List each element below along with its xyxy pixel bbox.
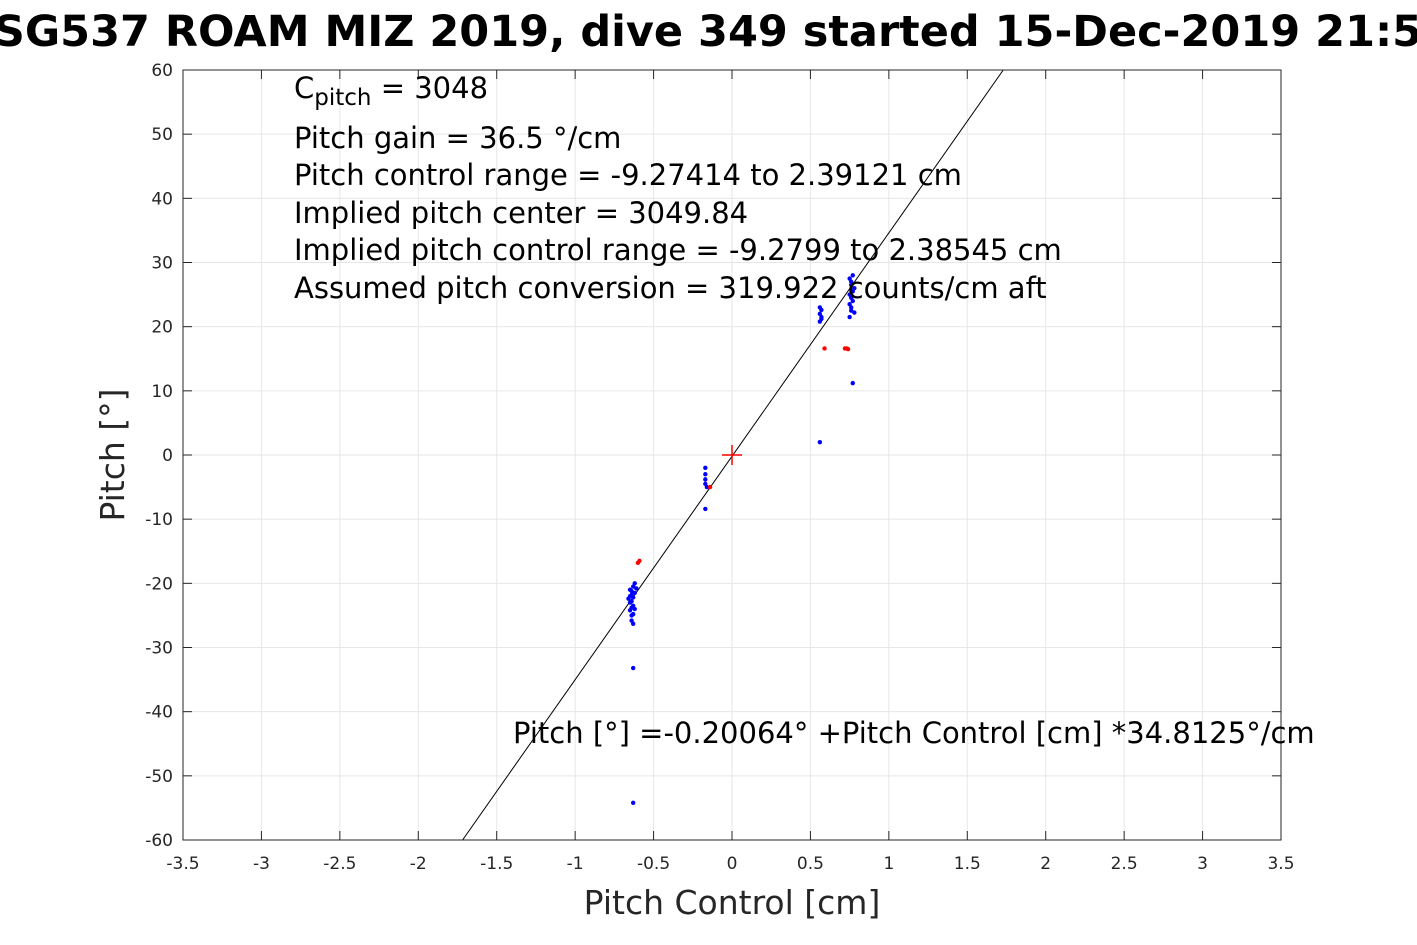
data-point bbox=[849, 282, 854, 288]
chart-title: SG537 ROAM MIZ 2019, dive 349 started 15… bbox=[0, 7, 1417, 57]
data-point bbox=[703, 472, 708, 477]
data-point bbox=[704, 484, 710, 490]
annotation-line: Implied pitch control range = -9.2799 to… bbox=[294, 233, 1062, 267]
data-point bbox=[630, 665, 636, 671]
y-tick-label: -50 bbox=[145, 767, 173, 787]
annotation-line: Assumed pitch conversion = 319.922 count… bbox=[294, 271, 1047, 305]
x-tick-label: 3.5 bbox=[1267, 854, 1294, 874]
x-tick-label: 3 bbox=[1197, 854, 1208, 874]
annotation-line: Pitch control range = -9.27414 to 2.3912… bbox=[294, 158, 962, 192]
y-tick-label: 40 bbox=[151, 189, 173, 209]
data-point bbox=[850, 273, 855, 278]
data-point bbox=[632, 581, 637, 586]
y-tick-label: 20 bbox=[151, 318, 173, 338]
data-point bbox=[850, 380, 855, 386]
data-point bbox=[819, 316, 824, 322]
y-axis-ticks: -60 -50 -40 -30 -20 -10 0 10 20 30 40 50 60 bbox=[145, 61, 1281, 851]
data-point bbox=[852, 285, 857, 291]
y-tick-label: 60 bbox=[151, 61, 173, 81]
x-tick-label: 2.5 bbox=[1111, 854, 1138, 874]
y-tick-label: -60 bbox=[145, 831, 173, 851]
y-tick-label: -10 bbox=[145, 510, 173, 530]
annotation-block: Cpitch = 3048 Pitch gain = 36.5 °/cmPitch… bbox=[294, 71, 1062, 305]
x-axis-label: Pitch Control [cm] bbox=[584, 883, 881, 922]
data-point bbox=[630, 621, 636, 626]
grid-lines bbox=[182, 69, 1282, 841]
x-axis-ticks: -3.5 -3 -2.5 -2 -1.5 -1 -0.5 0 0.5 1 1.5 2 2.5 3 3.5 bbox=[166, 70, 1295, 874]
data-point bbox=[849, 279, 854, 284]
data-point bbox=[632, 590, 637, 596]
data-point bbox=[817, 439, 823, 445]
data-point bbox=[630, 611, 636, 617]
data-point bbox=[703, 465, 708, 471]
x-tick-label: 0 bbox=[727, 854, 738, 874]
x-tick-label: -3 bbox=[253, 854, 270, 874]
annotation-text: Pitch control range = -9.27414 to 2.3912… bbox=[294, 158, 962, 192]
y-tick-label: -30 bbox=[145, 639, 173, 659]
data-point bbox=[627, 600, 633, 605]
annotation-text: Assumed pitch conversion = 319.922 count… bbox=[294, 271, 1047, 305]
data-point bbox=[626, 596, 631, 601]
data-point bbox=[850, 298, 855, 304]
data-point bbox=[703, 506, 708, 512]
annotation-text: = 3048 bbox=[371, 71, 488, 105]
annotation-text: C bbox=[294, 71, 314, 105]
annotation-line: Pitch gain = 36.5 °/cm bbox=[294, 121, 621, 155]
annotation-text: Pitch gain = 36.5 °/cm bbox=[294, 121, 621, 155]
data-point bbox=[630, 595, 636, 600]
x-tick-label: -2.5 bbox=[323, 854, 356, 874]
data-point bbox=[845, 346, 851, 352]
data-point bbox=[634, 586, 639, 591]
annotation-subscript: pitch bbox=[314, 85, 371, 111]
data-point bbox=[817, 305, 823, 310]
data-point bbox=[627, 587, 633, 592]
y-tick-label: -20 bbox=[145, 574, 173, 594]
x-tick-label: 2 bbox=[1040, 854, 1051, 874]
x-tick-label: -3.5 bbox=[166, 854, 199, 874]
y-tick-label: 50 bbox=[151, 125, 173, 145]
x-tick-label: -2 bbox=[410, 854, 427, 874]
annotation-text: Implied pitch control range = -9.2799 to… bbox=[294, 233, 1062, 267]
x-tick-label: -1.5 bbox=[480, 854, 513, 874]
data-point bbox=[847, 314, 852, 320]
x-tick-label: -1 bbox=[567, 854, 584, 874]
x-tick-label: 1.5 bbox=[954, 854, 981, 874]
data-point bbox=[632, 606, 637, 612]
y-axis-label: Pitch [°] bbox=[93, 388, 132, 521]
x-tick-label: 0.5 bbox=[797, 854, 824, 874]
plot-inner bbox=[462, 70, 1004, 840]
data-point bbox=[630, 800, 636, 805]
y-tick-label: 30 bbox=[151, 254, 173, 274]
fit-equation-label: Pitch [°] =-0.20064° +Pitch Control [cm]… bbox=[513, 716, 1315, 750]
y-tick-label: -40 bbox=[145, 703, 173, 723]
x-tick-label: -0.5 bbox=[637, 854, 670, 874]
data-point bbox=[822, 346, 827, 351]
annotation-line: Cpitch = 3048 bbox=[294, 71, 488, 111]
data-point bbox=[703, 477, 708, 482]
x-tick-label: 1 bbox=[883, 854, 894, 874]
y-tick-label: 0 bbox=[162, 446, 173, 466]
data-point bbox=[635, 560, 641, 565]
data-point bbox=[849, 305, 854, 310]
annotation-text: Implied pitch center = 3049.84 bbox=[294, 196, 748, 230]
y-tick-label: 10 bbox=[151, 382, 173, 402]
data-point bbox=[707, 484, 713, 490]
data-point bbox=[852, 310, 857, 315]
data-point bbox=[847, 292, 852, 297]
annotation-line: Implied pitch center = 3049.84 bbox=[294, 196, 748, 230]
data-point bbox=[817, 311, 823, 317]
